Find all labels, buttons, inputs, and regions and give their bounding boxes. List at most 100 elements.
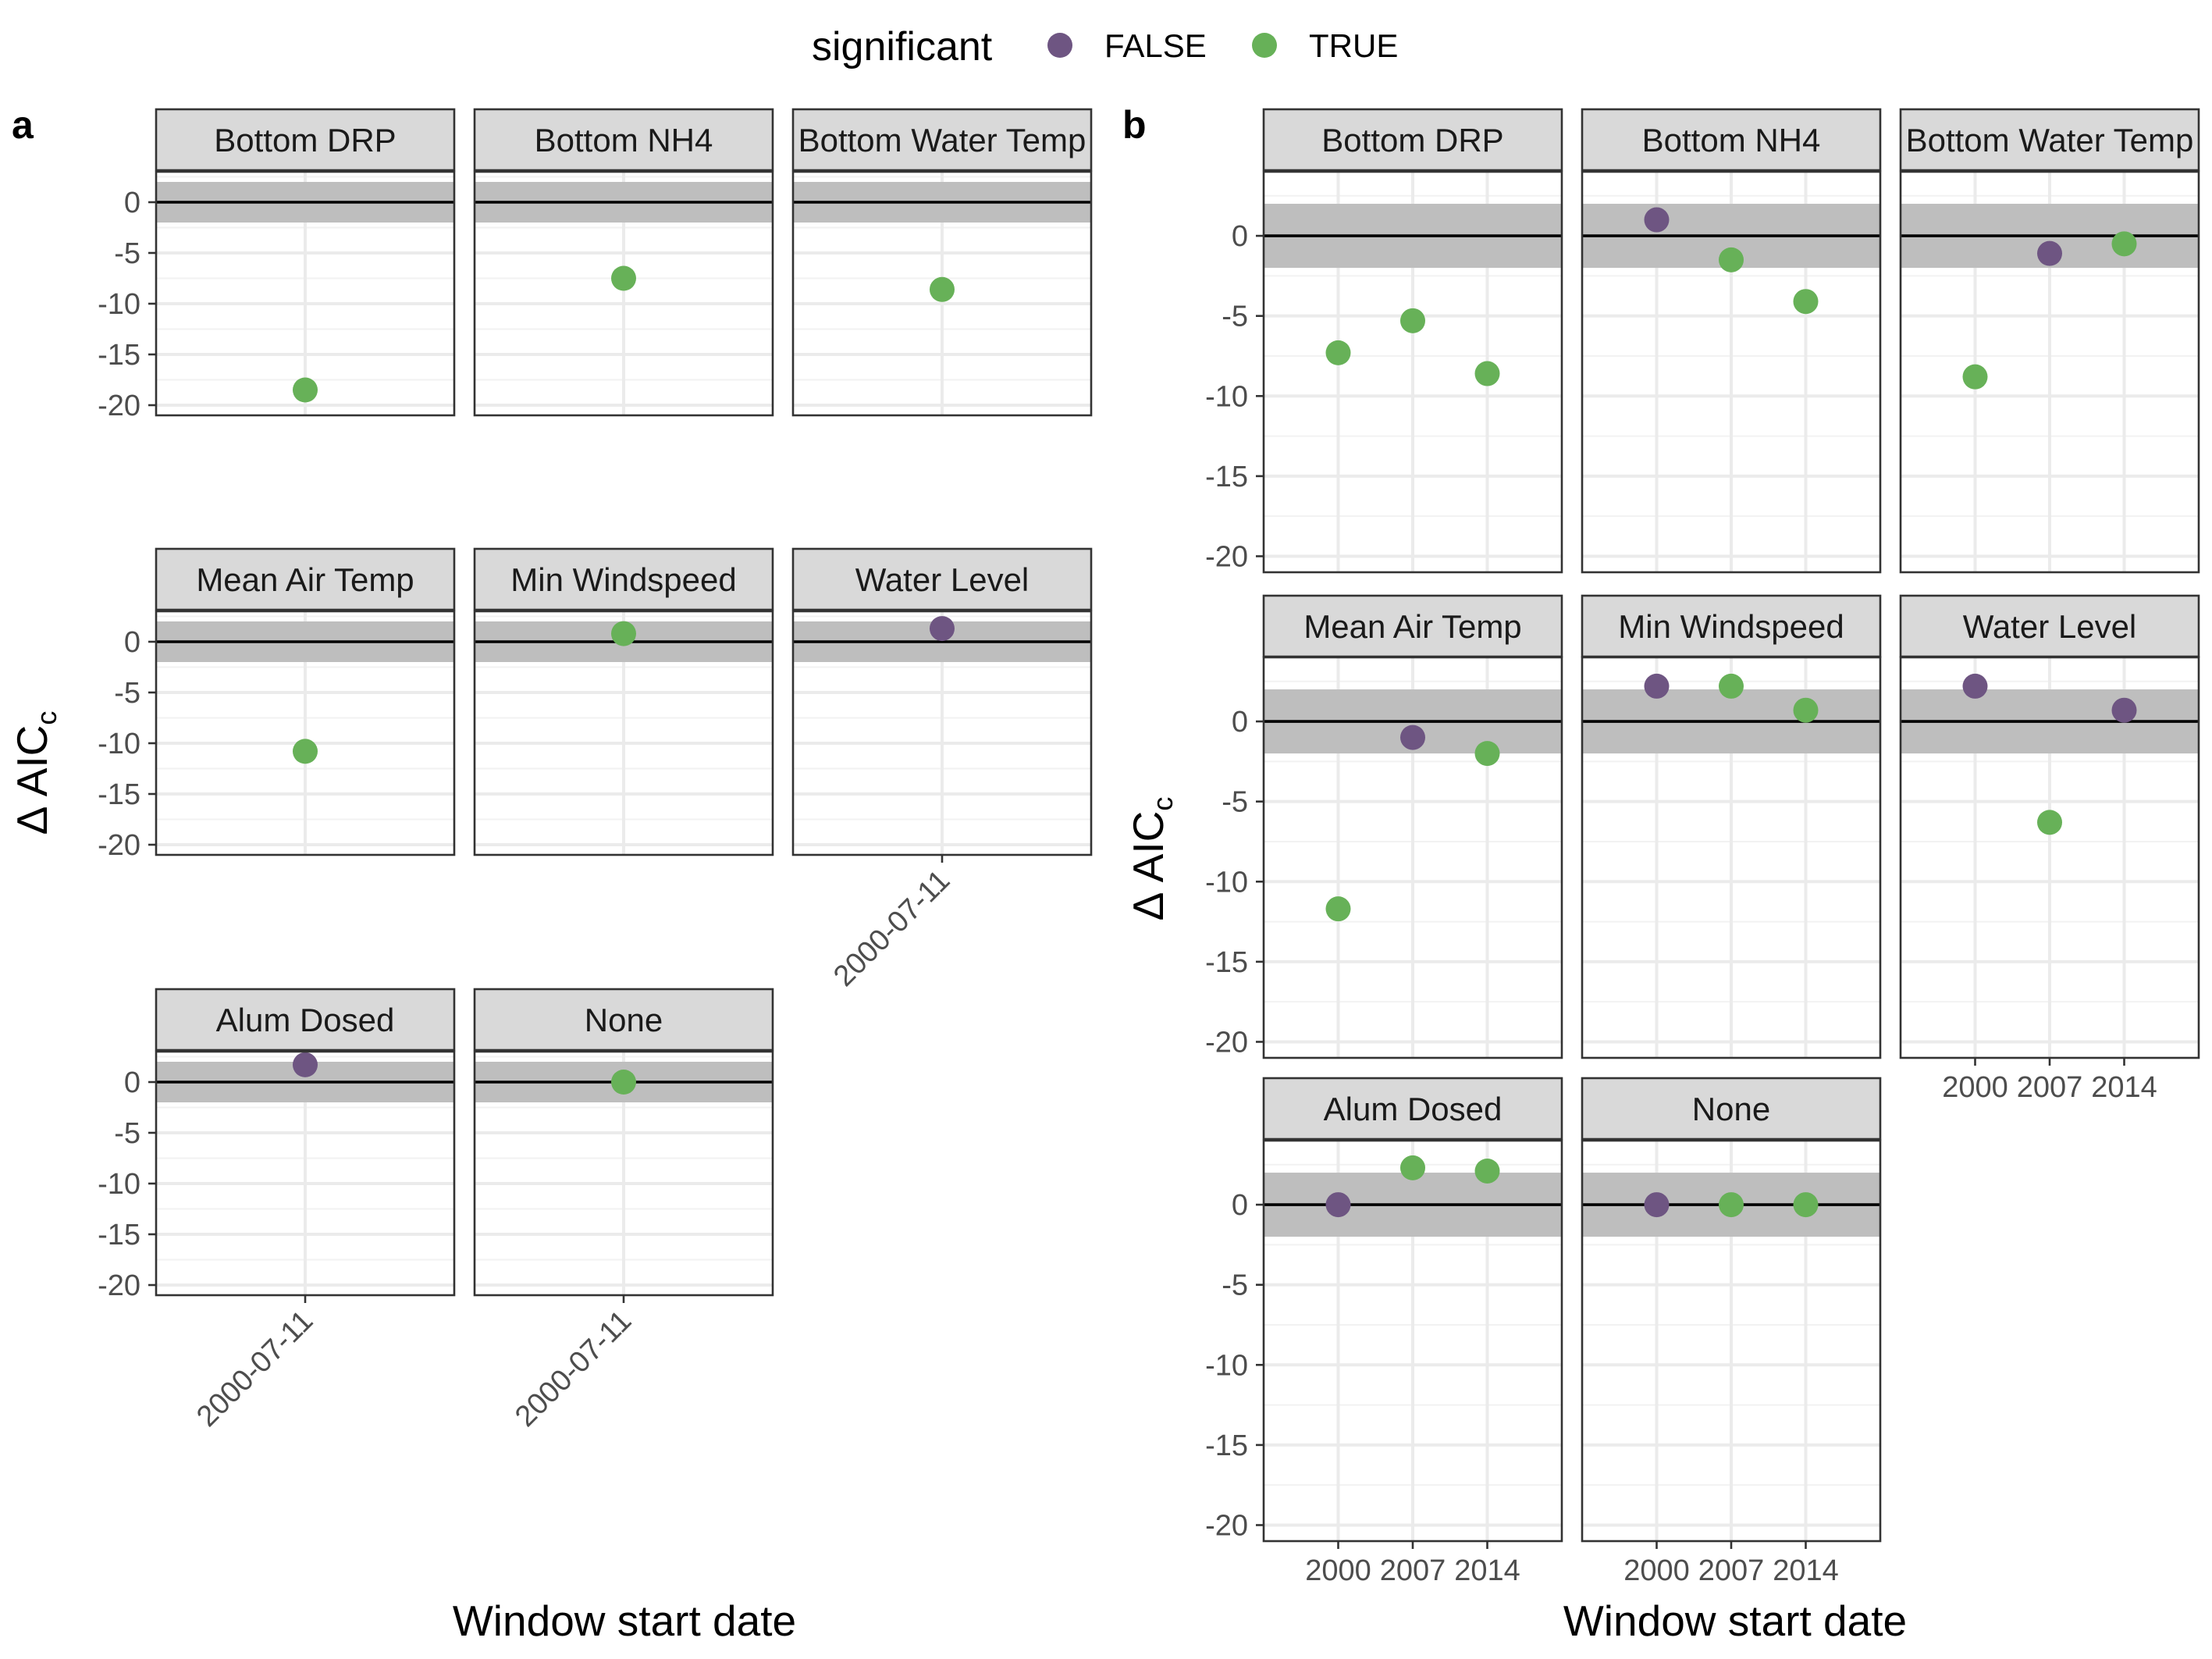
facet-strip (473, 547, 774, 611)
y-tick-label: -5 (114, 237, 140, 270)
data-point (1644, 1192, 1670, 1218)
x-axis-title: Window start date (453, 1597, 796, 1645)
data-point (611, 1070, 636, 1095)
facet-bottom-water-temp: Bottom Water Temp (791, 108, 1093, 417)
data-point (2037, 240, 2062, 266)
facet-none: None 2000-07-11 (473, 988, 774, 1433)
x-tick-label: 2000 (1305, 1554, 1371, 1587)
facet-strip (473, 108, 774, 172)
x-tick-label: 2014 (1454, 1554, 1520, 1587)
y-tick-label: -20 (98, 829, 140, 862)
facet-min-windspeed: Min Windspeed (1581, 594, 1882, 1059)
x-tick-label: 2000-07-11 (827, 864, 956, 993)
data-point (1644, 207, 1670, 233)
facet-strip-label: Bottom DRP (1321, 122, 1503, 158)
y-tick-label: -5 (1222, 1269, 1248, 1302)
y-tick-label: -20 (98, 1269, 140, 1302)
data-point (1400, 1155, 1425, 1180)
data-point (1474, 741, 1500, 767)
facet-bottom-drp: Bottom DRP 0 -5 -10 -15 -20 (98, 108, 456, 422)
y-tick-label: -20 (1205, 1026, 1248, 1059)
facet-mean-air-temp: Mean Air Temp 0 -5 -10 -15 -20 (1205, 594, 1563, 1059)
facet-strip (1262, 594, 1563, 658)
facet-strip-label: None (585, 1002, 663, 1038)
data-point (293, 1052, 318, 1077)
panel-border (1262, 170, 1563, 574)
y-axis-title: Δ AICc (8, 711, 62, 835)
facet-strip (1581, 108, 1882, 172)
facet-water-level: Water Level 2000 2007 2014 (1899, 594, 2200, 1104)
data-point (611, 265, 636, 291)
facet-bottom-nh4: Bottom NH4 (473, 108, 774, 417)
panel-border (155, 170, 456, 417)
legend-swatch-true (1252, 33, 1277, 58)
panel-border (791, 170, 1093, 417)
data-point (930, 276, 955, 302)
data-point (1325, 896, 1351, 922)
x-axis-title: Window start date (1563, 1597, 1907, 1645)
facet-strip (1899, 594, 2200, 658)
y-tick-label: 0 (1232, 706, 1248, 739)
facet-strip-label: Alum Dosed (216, 1002, 395, 1038)
panel-border (1581, 656, 1882, 1059)
data-point (2111, 231, 2137, 257)
facet-strip (791, 547, 1093, 611)
y-tick-label: -20 (98, 390, 140, 422)
y-tick-label: -15 (1205, 461, 1248, 493)
y-tick-label: -15 (98, 778, 140, 811)
y-tick-label: -15 (98, 339, 140, 372)
data-point (1962, 673, 1988, 699)
data-point (1719, 673, 1744, 699)
y-tick-label: 0 (1232, 1189, 1248, 1222)
facet-alum-dosed: Alum Dosed 0 -5 -10 -15 -20 2000-07-11 (98, 988, 456, 1433)
data-point (1719, 1192, 1744, 1218)
facet-strip-label: Bottom NH4 (535, 122, 713, 158)
y-axis-title-subscript: c (1147, 797, 1179, 811)
x-tick-label: 2007 (1698, 1554, 1765, 1587)
facet-bottom-drp: Bottom DRP 0 -5 -10 -15 -20 (1205, 108, 1563, 574)
y-tick-label: 0 (124, 187, 140, 219)
facet-strip (473, 988, 774, 1052)
data-point (1793, 289, 1819, 315)
facet-strip (1262, 1077, 1563, 1141)
y-tick-label: -5 (114, 677, 140, 710)
y-tick-label: -5 (114, 1117, 140, 1150)
facet-strip-label: Bottom Water Temp (798, 122, 1086, 158)
facet-alum-dosed: Alum Dosed 0 -5 -10 -15 -20 2000 2007 2014 (1205, 1077, 1563, 1587)
legend-label-false: FALSE (1104, 27, 1207, 64)
facet-strip-label: Bottom Water Temp (1906, 122, 2194, 158)
panel-border (155, 610, 456, 856)
y-axis-title-subscript: c (30, 711, 62, 725)
y-tick-label: -20 (1205, 540, 1248, 573)
facet-strip-label: Mean Air Temp (1303, 608, 1521, 645)
x-tick-label: 2000 (1623, 1554, 1690, 1587)
facet-bottom-water-temp: Bottom Water Temp (1899, 108, 2200, 574)
data-point (1793, 1192, 1819, 1218)
y-tick-label: -20 (1205, 1509, 1248, 1542)
y-tick-label: 0 (1232, 220, 1248, 253)
facet-strip (1899, 108, 2200, 172)
panel-tag: b (1122, 103, 1147, 147)
data-point (2037, 810, 2062, 835)
panel-border (1581, 170, 1882, 574)
facet-bottom-nh4: Bottom NH4 (1581, 108, 1882, 574)
y-tick-label: -10 (98, 728, 140, 760)
facet-min-windspeed: Min Windspeed (473, 547, 774, 856)
y-tick-label: -15 (1205, 946, 1248, 979)
facet-strip (791, 108, 1093, 172)
facet-strip-label: Mean Air Temp (196, 561, 414, 598)
y-tick-label: -10 (1205, 866, 1248, 899)
legend-label-true: TRUE (1309, 27, 1398, 64)
facet-strip (155, 988, 456, 1052)
panel-border (1899, 170, 2200, 574)
x-tick-label: 2000-07-11 (190, 1305, 319, 1433)
y-tick-label: -15 (1205, 1429, 1248, 1462)
facet-strip (155, 108, 456, 172)
figure-panel-b: b Bottom DRP 0 -5 -10 -15 -20 Bottom NH4 Bottom … (1122, 103, 2200, 1645)
panel-tag: a (12, 103, 34, 147)
facet-strip-label: Alum Dosed (1324, 1091, 1503, 1127)
facet-strip-label: Min Windspeed (510, 561, 736, 598)
y-tick-label: -10 (98, 1168, 140, 1201)
data-point (930, 616, 955, 642)
